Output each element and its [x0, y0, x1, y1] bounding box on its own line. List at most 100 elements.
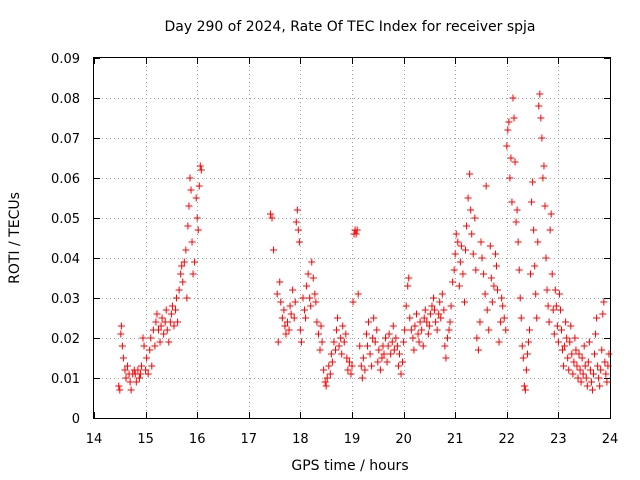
data-point — [191, 258, 199, 266]
data-point — [323, 374, 331, 382]
data-point — [487, 274, 495, 282]
data-point — [467, 206, 475, 214]
y-tick-label: 0 — [72, 412, 80, 427]
data-point — [289, 286, 297, 294]
data-point — [537, 114, 545, 122]
data-point — [581, 362, 589, 370]
y-tick-label: 0.08 — [51, 92, 80, 107]
data-point — [599, 310, 607, 318]
data-point — [117, 330, 125, 338]
data-point — [363, 342, 371, 350]
data-point — [544, 302, 552, 310]
data-point — [328, 358, 336, 366]
data-point — [524, 338, 532, 346]
data-point — [389, 322, 397, 330]
data-point — [512, 218, 520, 226]
data-point — [567, 322, 575, 330]
data-point — [440, 306, 448, 314]
data-point — [550, 330, 558, 338]
data-point — [357, 362, 365, 370]
data-point — [325, 362, 333, 370]
data-point — [602, 370, 610, 378]
data-point — [313, 318, 321, 326]
data-point — [376, 366, 384, 374]
data-point — [520, 382, 528, 390]
data-point — [426, 310, 434, 318]
data-point — [335, 342, 343, 350]
data-point — [192, 194, 200, 202]
data-point — [174, 318, 182, 326]
data-point — [349, 298, 357, 306]
data-point — [183, 294, 191, 302]
data-point — [374, 358, 382, 366]
data-point — [483, 306, 491, 314]
data-point — [488, 298, 496, 306]
data-point — [560, 362, 568, 370]
data-point — [580, 342, 588, 350]
data-point — [373, 326, 381, 334]
data-point — [503, 142, 511, 150]
x-tick-label: 23 — [550, 432, 567, 447]
data-point — [371, 338, 379, 346]
data-point — [195, 182, 203, 190]
x-tick-label: 22 — [499, 432, 516, 447]
data-point — [600, 298, 608, 306]
data-point — [494, 286, 502, 294]
data-point — [370, 314, 378, 322]
data-point — [186, 174, 194, 182]
data-point — [196, 162, 204, 170]
data-point — [543, 286, 551, 294]
data-point — [523, 350, 531, 358]
data-point — [534, 238, 542, 246]
data-point — [588, 386, 596, 394]
data-point — [536, 90, 544, 98]
data-point — [140, 342, 148, 350]
data-point — [170, 322, 178, 330]
data-point — [575, 350, 583, 358]
y-tick-label: 0.01 — [51, 372, 80, 387]
data-point — [441, 342, 449, 350]
data-point — [428, 302, 436, 310]
data-point — [302, 314, 310, 322]
data-point — [549, 306, 557, 314]
data-point — [308, 258, 316, 266]
data-point — [442, 354, 450, 362]
data-point — [384, 342, 392, 350]
data-point — [451, 250, 459, 258]
x-tick-label: 21 — [447, 432, 464, 447]
data-point — [509, 94, 517, 102]
data-point — [430, 294, 438, 302]
data-point — [383, 358, 391, 366]
data-point — [286, 302, 294, 310]
data-point — [380, 350, 388, 358]
data-point — [175, 286, 183, 294]
data-point — [282, 330, 290, 338]
data-point — [402, 302, 410, 310]
data-point — [565, 366, 573, 374]
data-point — [415, 338, 423, 346]
data-point — [555, 290, 563, 298]
grid-lines — [94, 58, 610, 418]
data-point — [589, 370, 597, 378]
data-point — [362, 330, 370, 338]
data-point — [299, 294, 307, 302]
x-tick-label: 14 — [86, 432, 103, 447]
data-point — [151, 342, 159, 350]
data-point — [500, 314, 508, 322]
data-point — [446, 318, 454, 326]
data-point — [477, 238, 485, 246]
data-point — [359, 354, 367, 362]
data-point — [193, 214, 201, 222]
data-point — [535, 102, 543, 110]
data-point — [460, 298, 468, 306]
axis-ticks — [94, 58, 611, 419]
y-tick-label: 0.07 — [51, 132, 80, 147]
chart-title: Day 290 of 2024, Rate Of TEC Index for r… — [164, 19, 535, 35]
data-point — [155, 326, 162, 334]
data-point — [127, 386, 135, 394]
data-point — [405, 274, 413, 282]
data-point — [533, 314, 541, 322]
x-tick-label: 24 — [602, 432, 619, 447]
data-point — [466, 170, 474, 178]
